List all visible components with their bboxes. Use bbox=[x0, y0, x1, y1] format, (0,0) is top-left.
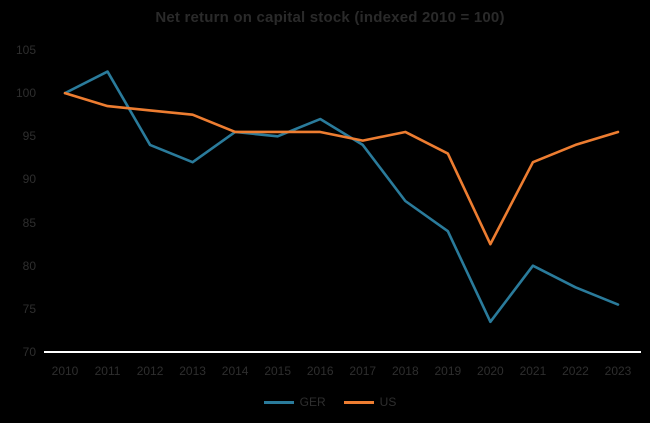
ger-line-swatch bbox=[263, 400, 294, 404]
x-tick-label: 2023 bbox=[604, 364, 632, 378]
x-tick-label: 2011 bbox=[94, 364, 121, 378]
x-tick-label: 2016 bbox=[306, 364, 334, 378]
x-tick-label: 2018 bbox=[391, 364, 419, 378]
x-tick-label: 2013 bbox=[179, 364, 206, 378]
x-tick-label: 2020 bbox=[477, 364, 504, 378]
x-tick-label: 2010 bbox=[51, 364, 79, 378]
legend-label-us: US bbox=[379, 395, 397, 409]
x-tick-label: 2022 bbox=[562, 364, 589, 378]
x-tick-label: 2012 bbox=[136, 364, 164, 378]
y-tick-label: 100 bbox=[15, 86, 36, 101]
y-tick-label: 70 bbox=[22, 345, 36, 359]
y-tick-label: 80 bbox=[22, 258, 36, 273]
x-tick-label: 2019 bbox=[434, 364, 462, 378]
x-tick-label: 2014 bbox=[221, 364, 249, 378]
legend-item-us: US bbox=[343, 395, 397, 409]
us-line-swatch bbox=[343, 400, 374, 404]
y-tick-label: 85 bbox=[22, 215, 36, 230]
x-tick-label: 2017 bbox=[349, 364, 377, 378]
y-tick-label: 75 bbox=[22, 301, 36, 316]
line-series-us bbox=[63, 91, 620, 246]
line-series-ger bbox=[63, 70, 620, 324]
y-tick-label: 105 bbox=[15, 43, 36, 57]
x-tick-label: 2021 bbox=[519, 364, 547, 378]
legend-label-ger: GER bbox=[299, 395, 326, 409]
y-tick-label: 90 bbox=[22, 172, 36, 187]
legend: GER US bbox=[0, 395, 650, 409]
y-tick-label: 95 bbox=[22, 129, 36, 144]
chart-title: Net return on capital stock (indexed 201… bbox=[155, 9, 505, 26]
x-tick-label: 2015 bbox=[264, 364, 292, 378]
legend-item-ger: GER bbox=[263, 395, 326, 409]
